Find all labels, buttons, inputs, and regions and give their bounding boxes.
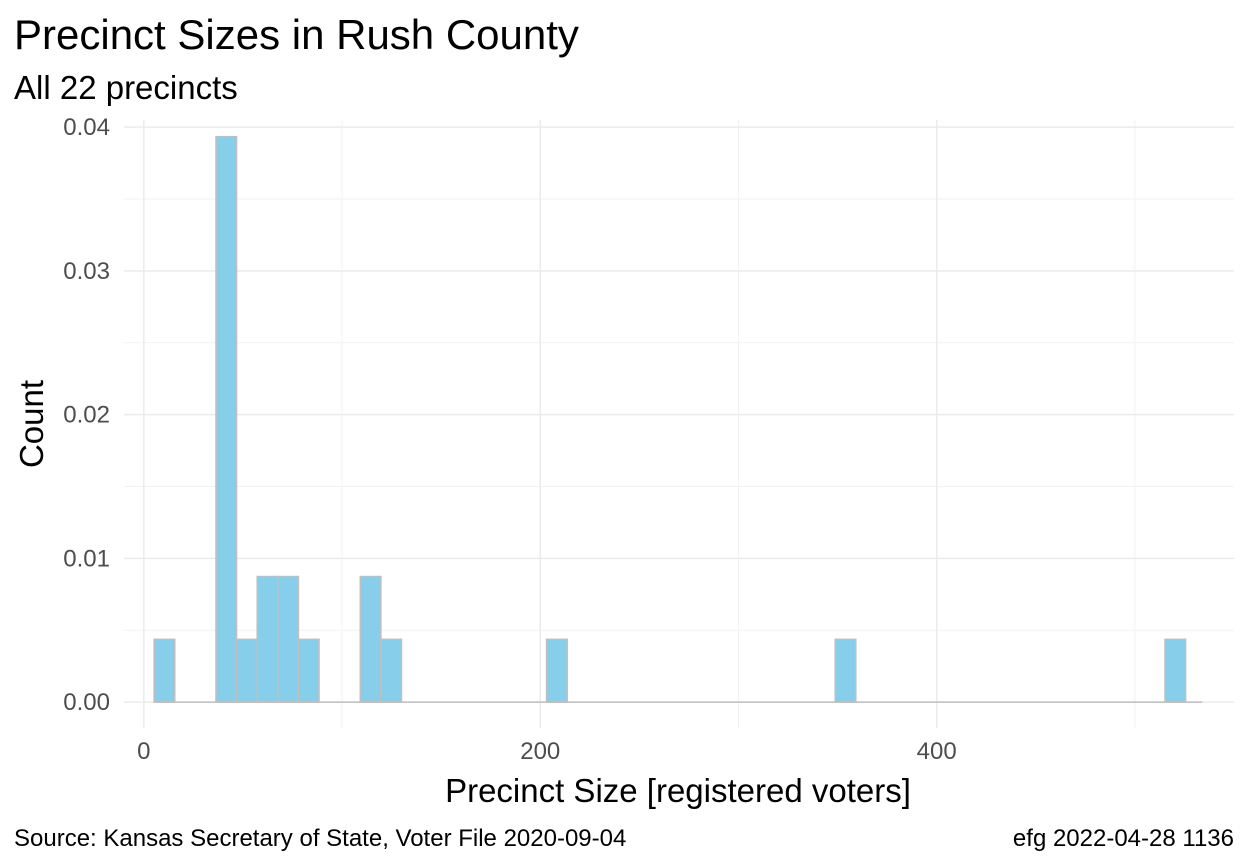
- y-axis-label: Count: [13, 380, 50, 468]
- timestamp-caption: efg 2022-04-28 1136: [1013, 825, 1234, 852]
- histogram-bar-2: [215, 135, 238, 703]
- axis-ticks: 0.00 0.01 0.02 0.03 0.04 0 200 400: [63, 114, 956, 765]
- histogram-bar-10: [834, 638, 857, 703]
- histogram-bar-9: [545, 638, 568, 703]
- histogram-bars: [153, 135, 1187, 703]
- histogram-bar-3: [235, 638, 258, 703]
- histogram-bar-1: [153, 638, 176, 703]
- x-tick-label: 200: [520, 738, 560, 765]
- histogram-bar-11: [1164, 638, 1187, 703]
- y-tick-label: 0.00: [63, 689, 110, 716]
- y-tick-label: 0.02: [63, 402, 110, 429]
- chart-title: Precinct Sizes in Rush County: [14, 11, 579, 58]
- y-tick-label: 0.01: [63, 545, 110, 572]
- grid-lines: [124, 120, 1234, 728]
- histogram-bar-4: [256, 575, 279, 703]
- histogram-bar-8: [380, 638, 403, 703]
- histogram-bar-7: [359, 575, 382, 703]
- histogram-bar-6: [297, 638, 320, 703]
- x-axis-label: Precinct Size [registered voters]: [445, 772, 911, 809]
- source-caption: Source: Kansas Secretary of State, Voter…: [14, 825, 626, 852]
- chart-subtitle: All 22 precincts: [14, 69, 238, 106]
- histogram-bar-5: [277, 575, 300, 703]
- x-tick-label: 400: [917, 738, 957, 765]
- y-tick-label: 0.04: [63, 114, 110, 141]
- y-tick-label: 0.03: [63, 258, 110, 285]
- x-tick-label: 0: [137, 738, 150, 765]
